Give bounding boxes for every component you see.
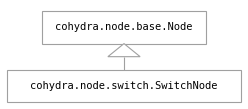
Polygon shape xyxy=(108,44,140,57)
FancyBboxPatch shape xyxy=(7,70,241,102)
Text: cohydra.node.switch.SwitchNode: cohydra.node.switch.SwitchNode xyxy=(30,81,218,91)
Text: cohydra.node.base.Node: cohydra.node.base.Node xyxy=(55,22,193,32)
FancyBboxPatch shape xyxy=(42,11,206,44)
